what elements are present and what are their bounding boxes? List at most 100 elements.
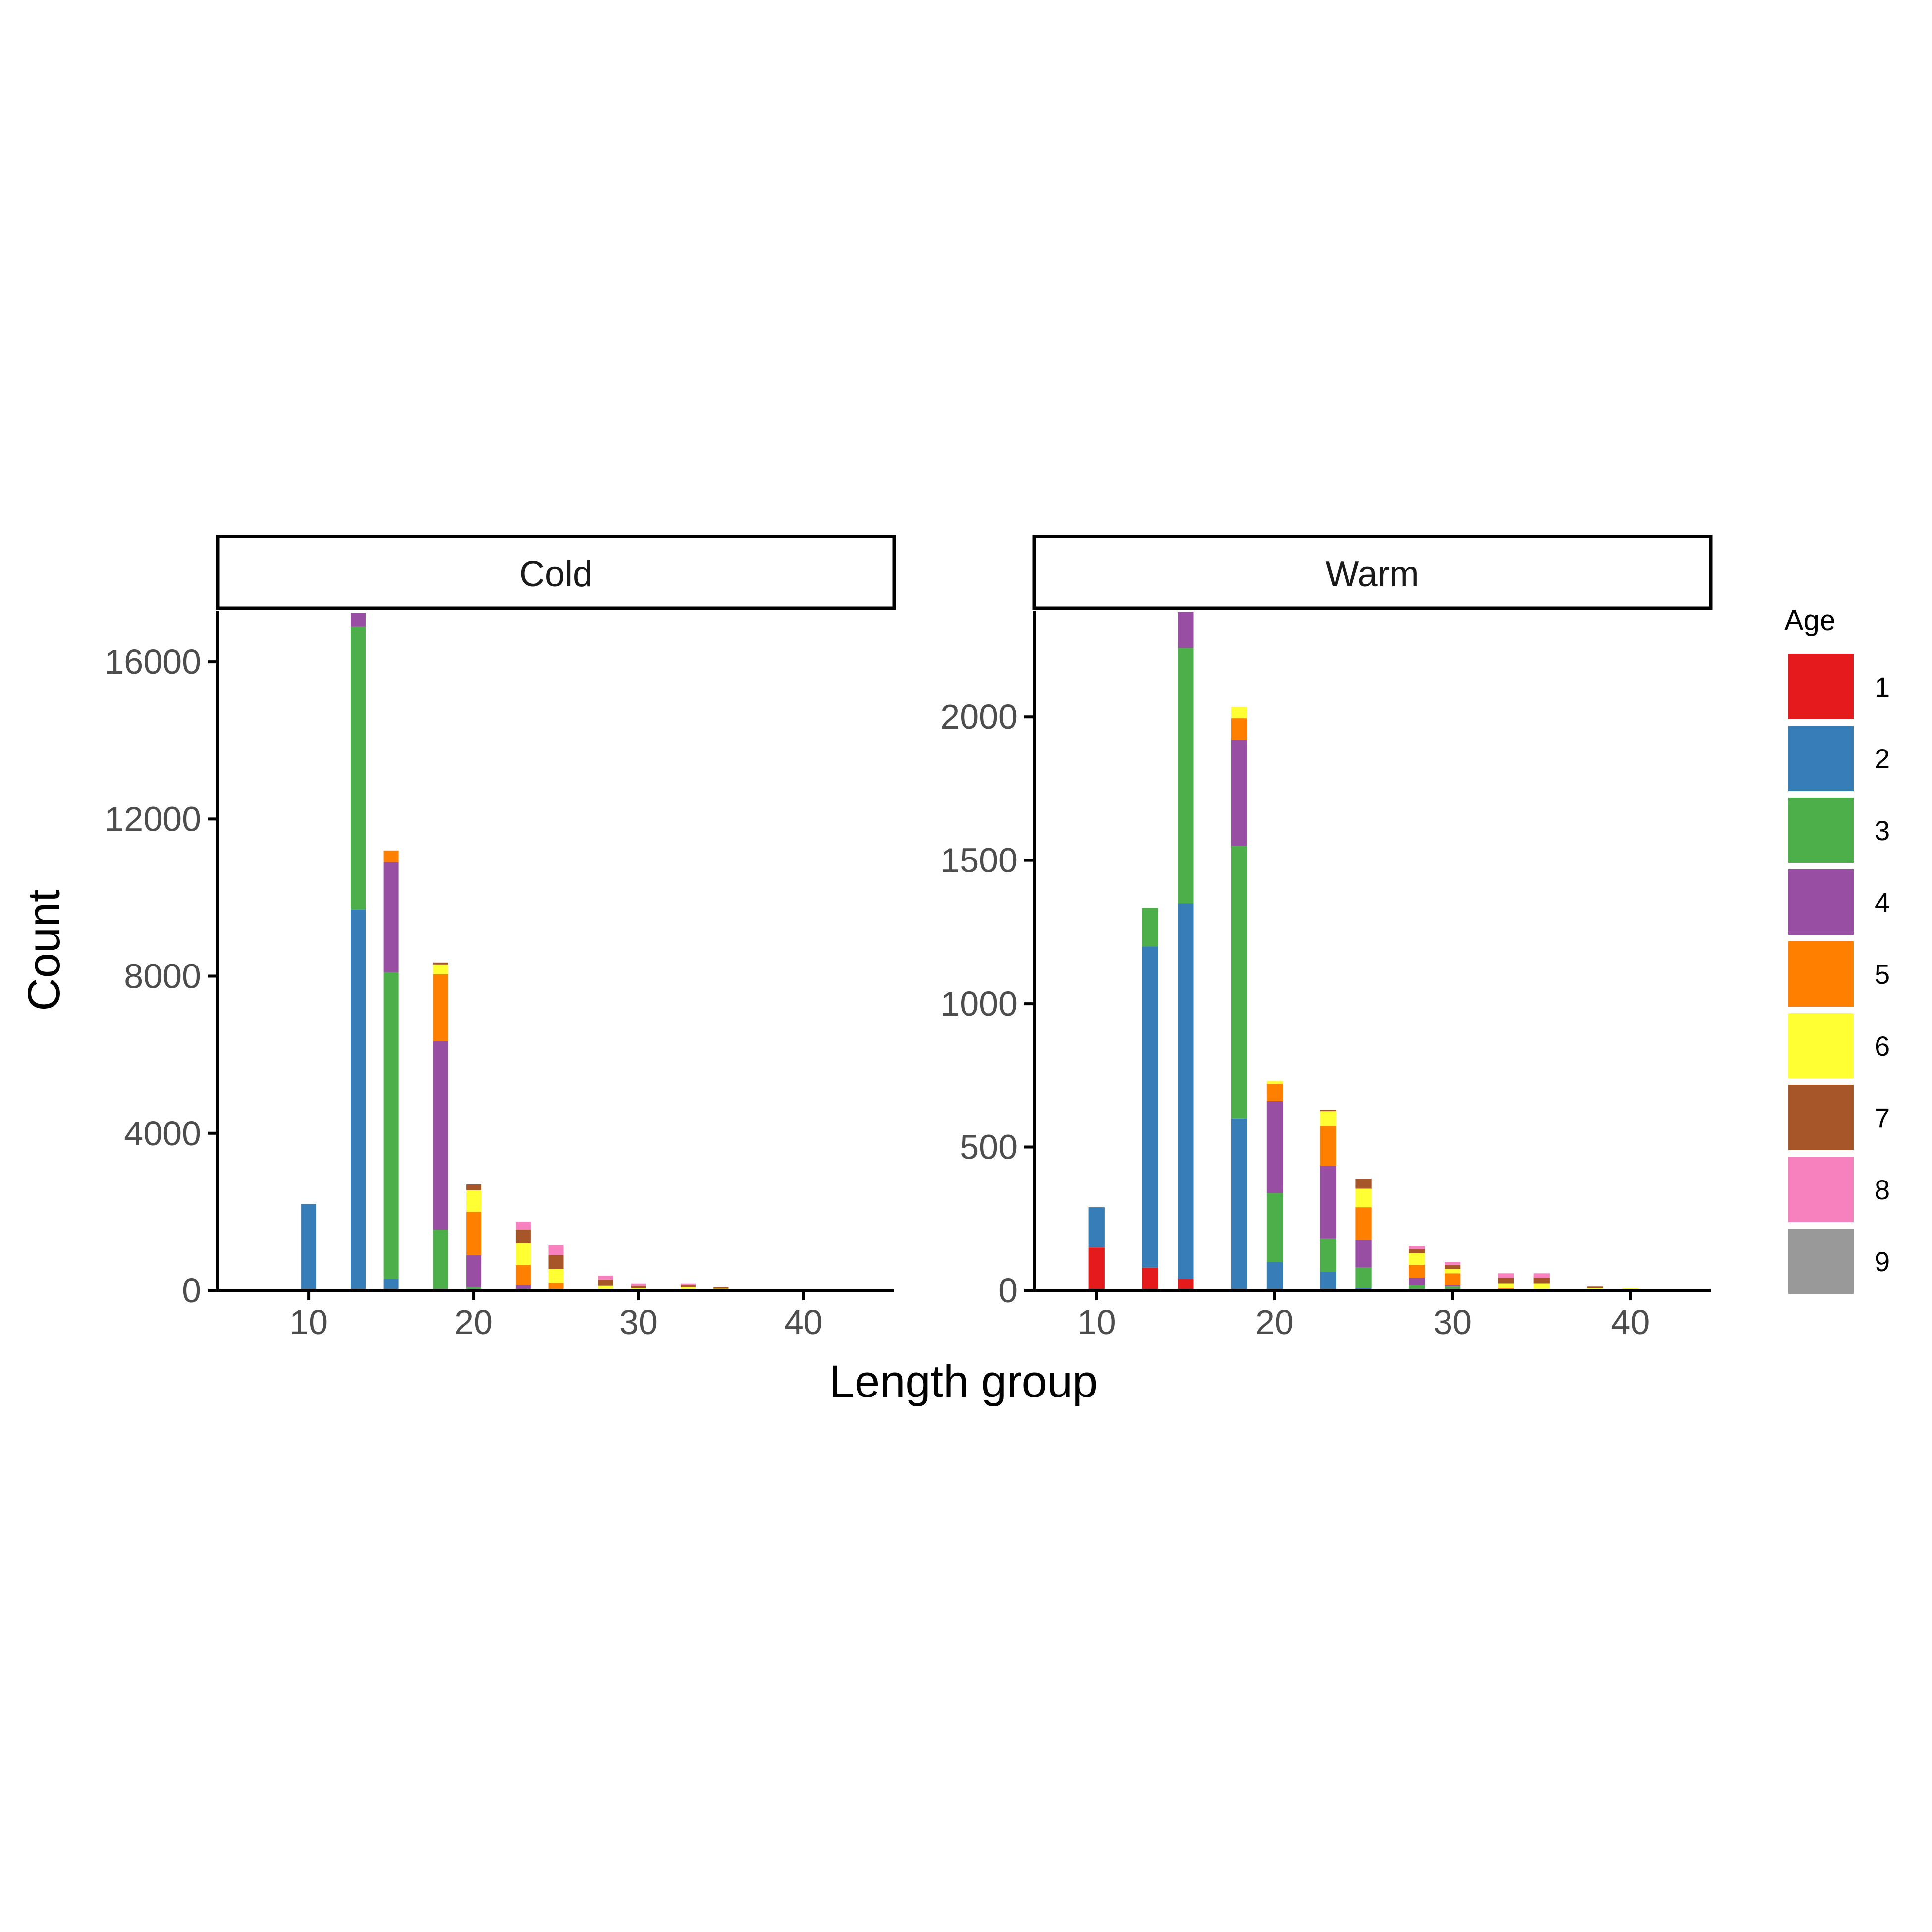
bar-warm-len18-age5 (1231, 718, 1247, 740)
legend-items: 1 2 3 4 5 6 7 8 9 (1788, 654, 1890, 1294)
y-tick-label-warm-2000: 2000 (940, 698, 1018, 736)
bar-warm-len23-age2 (1320, 1272, 1336, 1290)
y-tick-label-warm-1500: 1500 (940, 841, 1018, 880)
bar-warm-len38-age7 (1587, 1286, 1603, 1288)
bar-warm-len18-age6 (1231, 706, 1247, 719)
bar-warm-len33-age5 (1498, 1288, 1514, 1289)
bar-warm-len30-age6 (1445, 1269, 1461, 1274)
bar-warm-len23-age4 (1320, 1166, 1336, 1239)
bar-warm-len28-age6 (1409, 1253, 1425, 1265)
bar-warm-len35-age7 (1533, 1277, 1550, 1284)
bars-cold (301, 613, 729, 1290)
bar-cold-len33-age7 (680, 1285, 696, 1287)
bar-cold-len18-age7 (433, 962, 448, 965)
bar-cold-len13-age3 (351, 626, 366, 910)
legend-label-1: 1 (1875, 671, 1890, 702)
y-tick-label-cold-12000: 12000 (105, 800, 201, 838)
bar-cold-len20-age6 (466, 1190, 482, 1212)
panel-warm: Warm 0 500 1000 1500 2000 10 20 30 40 (940, 535, 1713, 1342)
bar-cold-len15-age4 (383, 862, 399, 972)
bar-warm-len23-age5 (1320, 1126, 1336, 1166)
bar-warm-len30-age7 (1445, 1264, 1461, 1269)
bar-warm-len20-age2 (1266, 1262, 1283, 1290)
bar-warm-len20-age3 (1266, 1193, 1283, 1262)
bar-warm-len25-age5 (1355, 1207, 1372, 1240)
legend-key-3 (1788, 798, 1854, 863)
bar-cold-len28-age6 (598, 1285, 613, 1289)
bar-warm-len28-age4 (1409, 1277, 1425, 1285)
bar-cold-len23-age5 (515, 1265, 531, 1285)
bar-cold-len23-age7 (515, 1230, 531, 1243)
bar-cold-len35-age7 (713, 1287, 729, 1288)
y-tick-label-cold-0: 0 (182, 1271, 201, 1310)
bar-warm-len33-age8 (1498, 1273, 1514, 1278)
bar-cold-len20-age4 (466, 1255, 482, 1287)
bar-cold-len13-age2 (351, 909, 366, 1290)
ticks-cold: 0 4000 8000 12000 16000 10 20 30 40 (105, 643, 822, 1342)
ticks-warm: 0 500 1000 1500 2000 10 20 30 40 (940, 698, 1650, 1342)
panel-cold: Cold 0 4000 8000 12000 16000 10 20 30 40 (105, 535, 896, 1342)
bar-warm-len20-age6 (1266, 1081, 1283, 1084)
y-axis-title: Count (19, 889, 69, 1011)
legend-label-7: 7 (1875, 1102, 1890, 1133)
legend: Age 1 2 3 4 5 6 7 8 9 (1784, 604, 1890, 1294)
x-tick-label-cold-10: 10 (289, 1303, 328, 1342)
x-tick-label-warm-40: 40 (1611, 1303, 1650, 1342)
x-tick-label-warm-30: 30 (1433, 1303, 1472, 1342)
bar-cold-len23-age8 (515, 1222, 531, 1230)
bar-warm-len25-age3 (1355, 1267, 1372, 1288)
y-tick-label-cold-8000: 8000 (124, 957, 201, 996)
bar-cold-len23-age6 (515, 1243, 531, 1265)
bar-warm-len15-age1 (1178, 1279, 1194, 1290)
bar-cold-len20-age3 (466, 1287, 482, 1290)
x-tick-label-cold-40: 40 (784, 1303, 823, 1342)
bar-cold-len23-age4 (515, 1285, 531, 1290)
bar-warm-len38-age6 (1587, 1288, 1603, 1289)
legend-label-9: 9 (1875, 1246, 1890, 1277)
y-tick-label-cold-16000: 16000 (105, 643, 201, 681)
bar-warm-len15-age2 (1178, 903, 1194, 1279)
bar-warm-len30-age3 (1445, 1286, 1461, 1290)
legend-key-8 (1788, 1157, 1854, 1222)
bar-warm-len30-age8 (1445, 1262, 1461, 1265)
bar-cold-len25-age7 (548, 1255, 564, 1269)
bar-cold-len10-age2 (301, 1204, 317, 1290)
bar-cold-len30-age7 (631, 1285, 646, 1288)
bar-warm-len15-age3 (1178, 648, 1194, 904)
bar-cold-len15-age2 (383, 1279, 399, 1290)
strip-label-cold: Cold (519, 554, 592, 594)
bar-warm-len25-age7 (1355, 1179, 1372, 1189)
bar-cold-len20-age5 (466, 1212, 482, 1255)
x-tick-label-cold-20: 20 (454, 1303, 493, 1342)
bars-warm (1088, 612, 1639, 1290)
bar-warm-len10-age1 (1088, 1247, 1105, 1290)
x-axis-title: Length group (829, 1356, 1098, 1407)
bar-cold-len18-age4 (433, 1041, 448, 1230)
x-tick-label-cold-30: 30 (619, 1303, 658, 1342)
bar-warm-len20-age4 (1266, 1101, 1283, 1193)
bar-warm-len25-age6 (1355, 1188, 1372, 1208)
legend-key-6 (1788, 1013, 1854, 1078)
bar-cold-len20-age7 (466, 1184, 482, 1190)
bar-warm-len35-age6 (1533, 1283, 1550, 1289)
bar-warm-len10-age2 (1088, 1207, 1105, 1248)
bar-cold-len28-age7 (598, 1279, 613, 1286)
y-tick-label-cold-4000: 4000 (124, 1114, 201, 1153)
x-tick-label-warm-10: 10 (1077, 1303, 1116, 1342)
bar-cold-len15-age3 (383, 972, 399, 1279)
bar-cold-len28-age8 (598, 1275, 613, 1280)
bar-warm-len13-age1 (1142, 1267, 1158, 1290)
legend-title: Age (1784, 604, 1835, 637)
bar-warm-len33-age7 (1498, 1277, 1514, 1284)
bar-warm-len23-age7 (1320, 1110, 1336, 1112)
bar-warm-len18-age3 (1231, 846, 1247, 1119)
bar-cold-len25-age8 (548, 1245, 564, 1255)
legend-label-5: 5 (1875, 959, 1890, 990)
bar-warm-len28-age8 (1409, 1246, 1425, 1249)
strip-box-cold (216, 535, 896, 610)
bar-warm-len28-age5 (1409, 1264, 1425, 1278)
bar-cold-len25-age5 (548, 1283, 564, 1290)
bar-warm-len18-age2 (1231, 1118, 1247, 1290)
bar-warm-len35-age8 (1533, 1273, 1550, 1278)
